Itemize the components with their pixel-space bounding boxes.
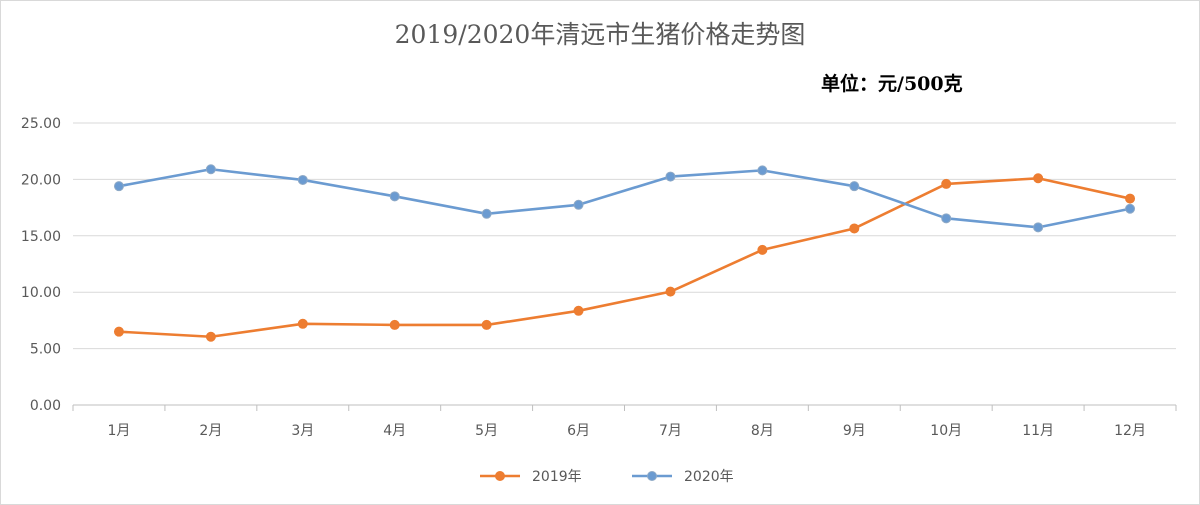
x-tick-label: 7月 [659,423,682,439]
x-tick-label: 2月 [199,423,222,439]
data-point [1033,173,1044,184]
series-line-2 [118,167,1131,229]
legend-label-2: 2020年 [684,469,734,485]
data-point [205,164,216,175]
x-tick-label: 5月 [475,423,498,439]
data-point [205,331,216,342]
data-point [941,213,952,224]
y-tick-label: 25.00 [21,116,61,132]
y-tick-label: 10.00 [21,285,61,301]
data-point [389,319,400,330]
legend-marker-2 [647,471,657,481]
data-point [113,326,124,337]
data-point [1125,203,1136,214]
data-point [665,171,676,182]
x-tick-label: 6月 [567,423,590,439]
legend-label-1: 2019年 [532,469,582,485]
y-tick-label: 15.00 [21,229,61,245]
series-line-1 [118,176,1131,339]
x-tick-label: 4月 [383,423,406,439]
y-tick-label: 20.00 [21,172,61,188]
data-point [573,305,584,316]
data-point [389,191,400,202]
legend-marker-1 [495,471,505,481]
x-tick-label: 1月 [107,423,130,439]
chart-title: 2019/2020年清远市生猪价格走势图 [394,20,806,49]
x-tick-label: 3月 [291,423,314,439]
x-tick-label: 10月 [930,423,962,439]
data-point [297,318,308,329]
data-point [297,174,308,185]
data-point [757,165,768,176]
data-point [849,181,860,192]
data-point [665,286,676,297]
y-tick-label: 0.00 [30,398,61,414]
y-tick-label: 5.00 [30,342,61,358]
data-point [757,244,768,255]
unit-label: 单位：元/500克 [821,73,963,95]
data-point [573,199,584,210]
data-point [481,208,492,219]
data-point [941,178,952,189]
data-point [1033,222,1044,233]
x-tick-label: 8月 [751,423,774,439]
x-tick-label: 9月 [843,423,866,439]
data-point [113,181,124,192]
data-point [849,223,860,234]
x-tick-label: 12月 [1114,423,1146,439]
data-point [1125,193,1136,204]
x-tick-label: 11月 [1022,423,1054,439]
data-point [481,319,492,330]
